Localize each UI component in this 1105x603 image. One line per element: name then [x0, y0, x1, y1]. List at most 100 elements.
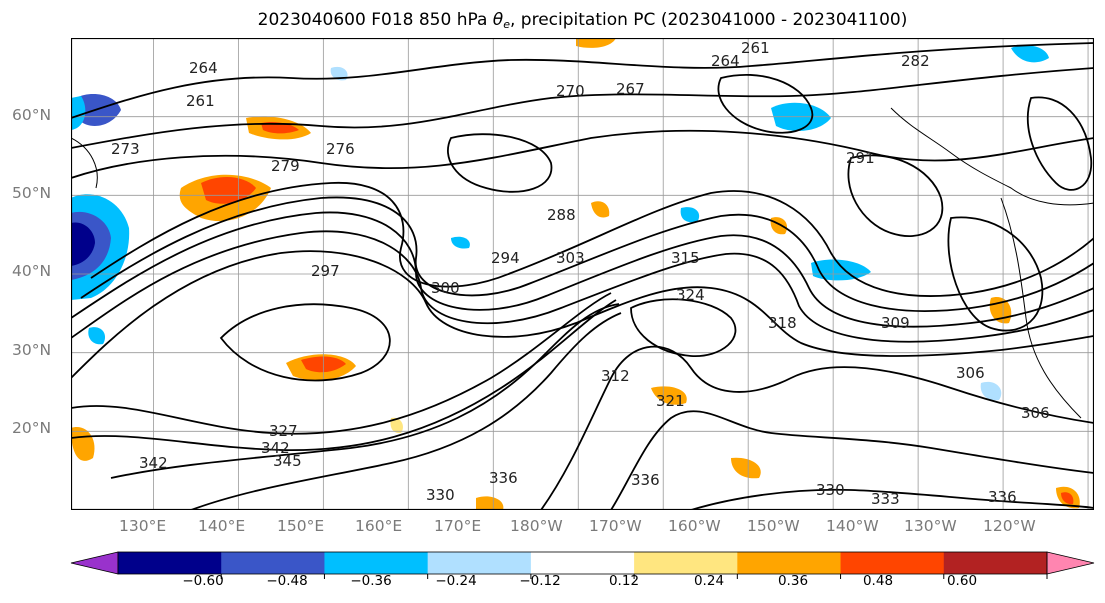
map-frame	[71, 38, 1094, 510]
colorbar-tick-label: −0.60	[182, 573, 224, 589]
precip-negative-area	[1011, 45, 1049, 63]
lat-label-60N: 60°N	[12, 106, 52, 124]
precip-strong-negative-area	[71, 222, 95, 266]
contour-label: 264	[711, 52, 740, 70]
theta-e-contour	[947, 216, 1044, 332]
colorbar-segment	[324, 552, 429, 574]
colorbar	[70, 551, 1095, 579]
contour-label: 291	[846, 149, 875, 167]
lon-label-160E: 160°E	[355, 517, 403, 535]
contour-label: 309	[881, 314, 910, 332]
contour-label: 297	[311, 262, 340, 280]
theta-e-contour	[690, 488, 1094, 510]
colorbar-tick-label: 0.12	[608, 573, 640, 589]
colorbar-segment	[530, 552, 635, 574]
lat-label-50N: 50°N	[12, 184, 52, 202]
theta-e-contour	[71, 250, 1094, 379]
theta-e-contour	[71, 211, 1094, 328]
contour-label: 342	[261, 439, 290, 457]
precip-strong-positive-area	[1061, 492, 1074, 505]
contour-label: 330	[816, 481, 845, 499]
colorbar-outline	[117, 551, 1048, 575]
lon-label-140E: 140°E	[198, 517, 246, 535]
colorbar-tick-label: −0.48	[266, 573, 308, 589]
theta-e-contour	[717, 74, 814, 134]
contour-labels: 264 261 264 261 267 270 282 273 276 279 …	[111, 39, 1050, 508]
contour-label: 261	[741, 39, 770, 57]
theta-e-contour	[1026, 96, 1092, 191]
map-panel: 264 261 264 261 267 270 282 273 276 279 …	[71, 38, 1094, 510]
lon-label-150W: 150°W	[747, 517, 800, 535]
colorbar-tick-label: 0.60	[946, 573, 978, 589]
theta-e-contour	[71, 67, 1094, 149]
contour-label: 336	[631, 471, 660, 489]
contour-label: 333	[871, 490, 900, 508]
lon-label-160W: 160°W	[668, 517, 721, 535]
lat-label-40N: 40°N	[12, 262, 52, 280]
contour-label: 324	[676, 286, 705, 304]
contour-label: 306	[956, 364, 985, 382]
colorbar-segment	[737, 552, 842, 574]
lon-label-130E: 130°E	[119, 517, 167, 535]
contour-label: 276	[326, 140, 355, 158]
contour-label: 264	[189, 59, 218, 77]
theta-e-contour	[610, 410, 1094, 510]
theta-e-contour	[630, 298, 737, 357]
colorbar-segment	[221, 552, 325, 574]
colorbar-segment	[118, 552, 222, 574]
precip-positive-area	[390, 417, 403, 434]
precip-negative-area	[811, 259, 871, 281]
precip-negative-area	[680, 207, 700, 223]
theta-e-contour	[190, 312, 622, 510]
theta-e-contour	[71, 129, 1094, 179]
colorbar-extend-min	[70, 551, 119, 575]
contour-label: 315	[671, 249, 700, 267]
contour-label: 270	[556, 82, 585, 100]
colorbar-segment	[634, 552, 738, 574]
contour-label: 330	[426, 486, 455, 504]
theta-e-contour	[447, 133, 553, 193]
contour-label: 318	[768, 314, 797, 332]
contour-label: 336	[489, 469, 518, 487]
contour-label: 327	[269, 422, 298, 440]
theta-e-contour	[847, 154, 944, 237]
precip-positive-area	[770, 217, 788, 235]
precip-strong-positive-area	[201, 176, 256, 204]
precip-positive-area	[591, 201, 610, 218]
lon-label-140W: 140°W	[826, 517, 879, 535]
lon-label-170W: 170°W	[589, 517, 642, 535]
theta-e-contour	[219, 303, 391, 382]
precip-positive-area	[476, 496, 504, 510]
lon-label-150E: 150°E	[277, 517, 325, 535]
lon-label-120W: 120°W	[983, 517, 1036, 535]
colorbar-tick-label: −0.24	[435, 573, 477, 589]
theta-e-contour	[90, 182, 1094, 297]
contour-label: 261	[186, 92, 215, 110]
lat-label-20N: 20°N	[12, 419, 52, 437]
colorbar-tick-label: −0.12	[519, 573, 561, 589]
colorbar-tick-label: 0.48	[862, 573, 894, 589]
contour-label: 288	[547, 206, 576, 224]
theta-e-contour	[71, 230, 1094, 343]
precip-negative-area	[451, 236, 470, 249]
theta-e-contour	[540, 345, 1094, 510]
contour-label: 279	[271, 157, 300, 175]
precip-negative-area	[76, 94, 121, 126]
contour-label: 306	[1021, 404, 1050, 422]
contour-label: 336	[988, 488, 1017, 506]
contour-label: 282	[901, 52, 930, 70]
colorbar-tick-label: 0.36	[777, 573, 809, 589]
colorbar-tick-label: −0.36	[350, 573, 392, 589]
colorbar-segment	[943, 552, 1048, 574]
contour-label: 321	[656, 392, 685, 410]
colorbar-extend-max	[1046, 551, 1095, 575]
lon-label-170E: 170°E	[434, 517, 482, 535]
theta-e-contours	[71, 42, 1094, 510]
precip-fill-layer	[71, 38, 1080, 510]
precip-positive-area	[651, 386, 687, 405]
contour-label: 300	[431, 279, 460, 297]
contour-label: 294	[491, 249, 520, 267]
figure-title: 2023040600 F018 850 hPa θe, precipitatio…	[257, 10, 908, 31]
theta-e-contour	[71, 299, 617, 452]
coastlines	[71, 107, 1094, 419]
